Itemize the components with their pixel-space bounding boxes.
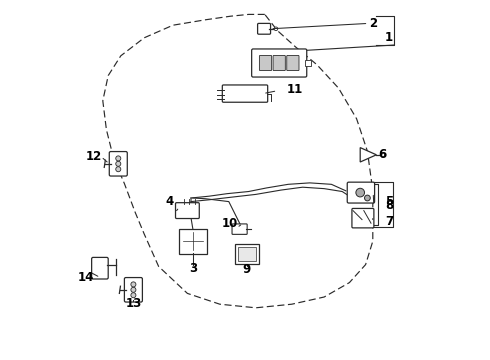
Text: 13: 13	[125, 297, 142, 310]
Circle shape	[131, 282, 136, 287]
FancyBboxPatch shape	[222, 85, 268, 102]
FancyBboxPatch shape	[252, 49, 307, 77]
Circle shape	[116, 156, 121, 161]
Text: 1: 1	[385, 31, 393, 44]
Polygon shape	[360, 148, 376, 162]
FancyBboxPatch shape	[175, 203, 199, 219]
Text: 5: 5	[385, 195, 393, 208]
Text: 9: 9	[243, 263, 251, 276]
Bar	[238, 247, 256, 261]
Circle shape	[365, 195, 370, 201]
Circle shape	[380, 153, 385, 157]
Text: 2: 2	[369, 17, 377, 30]
Text: 6: 6	[378, 148, 387, 161]
FancyBboxPatch shape	[109, 152, 127, 176]
Bar	[235, 244, 259, 264]
Bar	[305, 60, 311, 66]
Circle shape	[116, 161, 121, 166]
Text: 10: 10	[222, 217, 238, 230]
Text: 8: 8	[385, 199, 393, 212]
Text: 11: 11	[287, 83, 303, 96]
Text: 12: 12	[86, 150, 102, 163]
FancyBboxPatch shape	[124, 278, 143, 302]
Circle shape	[356, 188, 365, 197]
FancyBboxPatch shape	[287, 55, 299, 71]
Text: 4: 4	[165, 195, 173, 208]
Text: 3: 3	[189, 262, 197, 275]
FancyBboxPatch shape	[259, 55, 271, 71]
Circle shape	[131, 287, 136, 292]
FancyBboxPatch shape	[178, 229, 207, 253]
Circle shape	[274, 27, 278, 31]
Text: 7: 7	[385, 215, 393, 228]
Circle shape	[131, 293, 136, 298]
FancyBboxPatch shape	[352, 208, 374, 228]
Text: 14: 14	[78, 271, 94, 284]
FancyBboxPatch shape	[92, 257, 108, 279]
FancyBboxPatch shape	[273, 55, 285, 71]
FancyBboxPatch shape	[347, 182, 374, 203]
FancyBboxPatch shape	[232, 224, 247, 234]
FancyBboxPatch shape	[258, 23, 270, 34]
Circle shape	[116, 167, 121, 172]
